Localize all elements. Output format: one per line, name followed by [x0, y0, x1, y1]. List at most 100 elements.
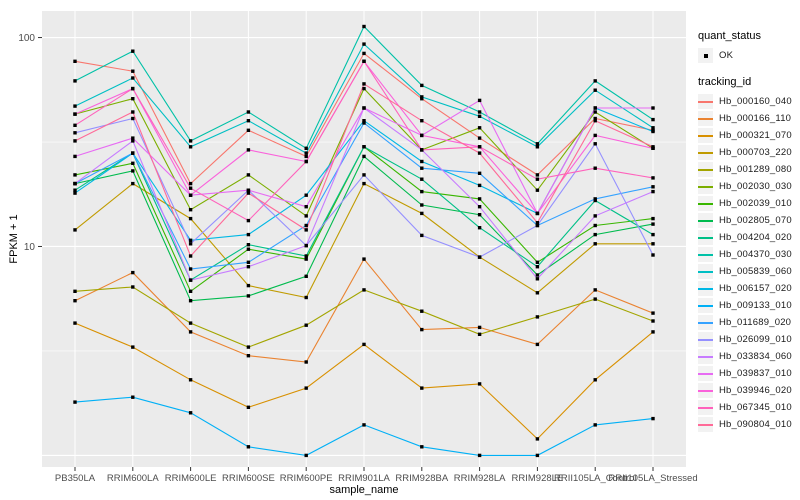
legend-item-Hb_009133_010: Hb_009133_010	[698, 297, 798, 314]
data-point	[73, 59, 77, 63]
data-point	[131, 110, 135, 114]
data-point	[593, 423, 597, 427]
data-point	[304, 295, 308, 300]
data-point	[362, 51, 366, 56]
data-point	[131, 116, 135, 121]
legend-item-ok: OK	[698, 47, 798, 64]
data-point	[651, 106, 655, 110]
x-tick-label: RRIM600LA	[107, 473, 159, 484]
legend-item-label: Hb_000160_040	[719, 96, 792, 107]
data-point	[304, 360, 308, 364]
data-point	[593, 79, 597, 83]
data-point	[477, 136, 482, 140]
legend-item-label: Hb_009133_010	[719, 300, 792, 311]
data-point	[651, 126, 655, 130]
legend-item-label: Hb_039946_020	[719, 385, 792, 396]
line-swatch-icon	[698, 400, 713, 415]
data-point	[651, 216, 655, 221]
data-point	[304, 159, 308, 164]
data-point	[362, 257, 366, 261]
data-point	[593, 223, 597, 228]
data-point	[246, 247, 251, 251]
data-point	[362, 119, 366, 123]
legend-item-Hb_000160_040: Hb_000160_040	[698, 93, 798, 110]
data-point	[420, 445, 424, 449]
legend: quant_status OK tracking_id Hb_000160_04…	[698, 30, 798, 433]
line-swatch-icon	[698, 315, 713, 330]
x-tick-label: RRIM600PE	[280, 473, 333, 484]
data-point	[651, 311, 655, 315]
data-point	[362, 106, 366, 110]
data-point	[535, 223, 540, 228]
data-point	[304, 154, 308, 159]
legend-item-Hb_005839_060: Hb_005839_060	[698, 263, 798, 280]
data-point	[188, 193, 193, 197]
data-point	[188, 278, 193, 282]
data-point	[304, 323, 308, 327]
data-point	[188, 321, 193, 325]
data-point	[420, 133, 424, 138]
data-point	[420, 148, 424, 152]
data-point	[73, 228, 77, 232]
data-point	[246, 243, 251, 247]
data-point	[131, 270, 135, 275]
data-point	[477, 110, 482, 114]
data-point	[131, 136, 135, 140]
data-point	[304, 453, 308, 458]
legend-item-label: Hb_002030_030	[719, 181, 792, 192]
legend-item-label: Hb_000703_220	[719, 147, 792, 158]
data-point	[304, 386, 308, 390]
legend-quant-status-title: quant_status	[698, 30, 761, 42]
line-swatch-icon	[698, 281, 713, 296]
data-point	[477, 332, 482, 336]
data-point	[188, 378, 193, 382]
data-point	[246, 265, 251, 269]
data-point	[246, 188, 251, 192]
data-point	[593, 142, 597, 146]
x-tick-label: PB350LA	[55, 473, 96, 484]
line-swatch-icon	[698, 179, 713, 194]
data-point	[593, 88, 597, 92]
data-point	[73, 131, 77, 135]
data-point	[593, 288, 597, 292]
data-point	[131, 69, 135, 73]
data-point	[535, 277, 540, 281]
data-point	[477, 183, 482, 188]
data-point	[304, 151, 308, 155]
data-point	[188, 299, 193, 303]
data-point	[131, 181, 135, 186]
data-point	[362, 154, 366, 159]
x-tick-label: RRIM901LA	[338, 473, 390, 484]
x-tick-label: RRIM600SE	[222, 473, 275, 484]
data-point	[651, 145, 655, 149]
legend-item-Hb_026099_010: Hb_026099_010	[698, 331, 798, 348]
data-point	[535, 145, 540, 149]
legend-item-Hb_004370_030: Hb_004370_030	[698, 246, 798, 263]
legend-item-Hb_000321_070: Hb_000321_070	[698, 127, 798, 144]
data-point	[246, 354, 251, 358]
data-point	[593, 232, 597, 237]
data-point	[246, 283, 251, 288]
data-point	[362, 42, 366, 46]
data-point	[477, 453, 482, 458]
data-point	[651, 232, 655, 237]
legend-item-label: Hb_067345_010	[719, 402, 792, 413]
data-point	[131, 86, 135, 91]
data-point	[477, 325, 482, 330]
data-point	[535, 265, 540, 269]
data-point	[593, 116, 597, 121]
data-point	[188, 330, 193, 334]
legend-item-Hb_033834_060: Hb_033834_060	[698, 348, 798, 365]
data-point	[362, 342, 366, 347]
data-point	[593, 110, 597, 114]
legend-item-Hb_039837_010: Hb_039837_010	[698, 365, 798, 382]
line-swatch-icon	[698, 111, 713, 126]
data-point	[420, 83, 424, 88]
legend-item-label: Hb_005839_060	[719, 266, 792, 277]
data-point	[535, 188, 540, 192]
data-point	[651, 189, 655, 194]
data-point	[304, 205, 308, 209]
data-point	[362, 86, 366, 91]
data-point	[246, 191, 251, 195]
